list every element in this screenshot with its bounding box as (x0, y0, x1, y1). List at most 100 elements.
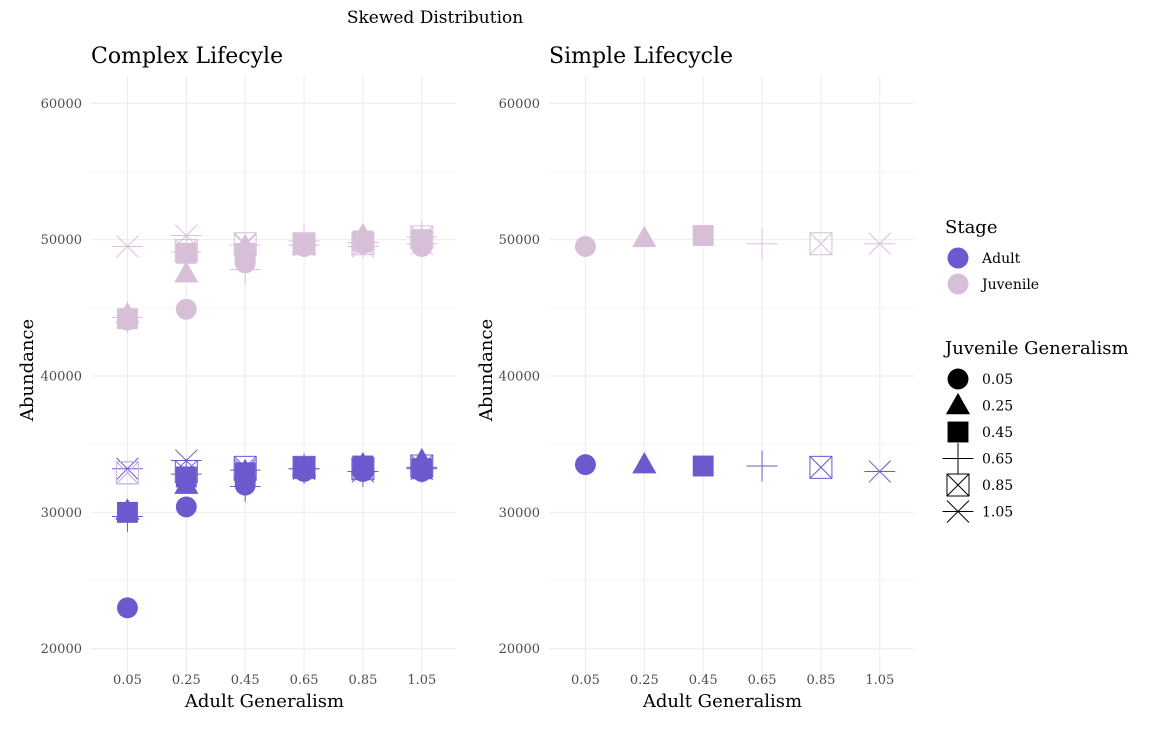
y-axis-label: Abundance (17, 319, 38, 422)
panel-title: Simple Lifecycle (549, 44, 733, 69)
data-point (347, 460, 379, 483)
y-tick-label: 30000 (499, 506, 540, 521)
panel-complex-lifecycle: Complex Lifecyle 20000 30000 40000 50000 6000… (17, 44, 456, 712)
y-tick-label: 30000 (41, 506, 82, 521)
data-point (406, 232, 438, 256)
x-tick-label: 0.05 (113, 673, 142, 688)
data-point (170, 458, 202, 490)
y-tick-label: 20000 (41, 642, 82, 657)
data-point (292, 232, 316, 256)
data-point (234, 242, 256, 264)
data-point (170, 236, 202, 268)
y-axis-label: Abundance (476, 319, 497, 422)
data-point (864, 460, 896, 483)
data-point (233, 232, 257, 256)
legend-label: Adult (981, 251, 1021, 267)
series-adult (112, 447, 438, 619)
legend-label: 0.65 (982, 452, 1013, 468)
data-point (115, 461, 139, 485)
legend-key-adult (947, 247, 969, 269)
data-point (288, 233, 320, 257)
data-point (347, 226, 379, 258)
x-tick-label: 0.05 (571, 673, 600, 688)
data-point (175, 298, 197, 320)
x-tick-label: 0.85 (348, 673, 377, 688)
data-point (692, 225, 714, 246)
series-juvenile (112, 221, 438, 485)
x-tick-label: 0.65 (290, 673, 319, 688)
legend-shape-title: Juvenile Generalism (943, 338, 1129, 359)
series-juvenile (574, 225, 896, 260)
y-tick-label: 20000 (499, 642, 540, 657)
data-point (112, 501, 143, 532)
data-point (112, 235, 143, 258)
legend-label: 0.05 (982, 372, 1013, 388)
grid (91, 76, 456, 676)
x-tick-label: 0.85 (806, 673, 835, 688)
data-point (632, 451, 657, 474)
x-tick-label: 0.65 (748, 673, 777, 688)
legend-key-shape (942, 500, 974, 523)
legend-key-shape (945, 392, 971, 415)
x-tick-label: 0.25 (630, 673, 659, 688)
data-point (347, 235, 379, 258)
data-point (692, 455, 714, 477)
series-adult (574, 450, 896, 483)
legend-label: Juvenile (980, 277, 1039, 293)
data-point (410, 454, 434, 478)
y-tick-label: 40000 (499, 370, 540, 385)
data-point (229, 233, 261, 257)
data-point (746, 450, 778, 482)
y-tick-label: 60000 (41, 97, 82, 112)
data-point (351, 232, 375, 256)
data-point (288, 457, 320, 481)
legend-key-shape (946, 473, 970, 497)
data-point (809, 455, 833, 479)
grid (549, 76, 914, 676)
y-tick-label: 40000 (41, 370, 82, 385)
legend-label: 1.05 (982, 505, 1013, 521)
x-axis-label: Adult Generalism (642, 691, 802, 712)
data-point (410, 225, 434, 249)
y-tick-label: 50000 (499, 233, 540, 248)
data-point (112, 301, 143, 333)
x-tick-label: 1.05 (865, 673, 894, 688)
data-point (229, 471, 261, 502)
x-tick-label: 1.05 (407, 673, 436, 688)
data-point (574, 236, 596, 257)
data-point (574, 454, 596, 476)
figure-title: Skewed Distribution (347, 8, 523, 28)
data-point (229, 254, 261, 286)
data-point (233, 455, 257, 479)
data-point (406, 451, 438, 483)
data-point (632, 225, 657, 248)
legend: Stage Juvenile Generalism Adult Juvenile 0… (942, 217, 1129, 523)
y-tick-label: 50000 (41, 233, 82, 248)
data-point (229, 458, 261, 482)
data-point (288, 225, 320, 257)
data-point (292, 455, 316, 479)
panel-simple-lifecycle: Simple Lifecycle 20000 30000 40000 50000 6000… (476, 44, 914, 712)
x-tick-label: 0.45 (231, 673, 260, 688)
x-tick-label: 0.45 (689, 673, 718, 688)
data-point (406, 457, 438, 481)
data-point (174, 261, 199, 283)
legend-key-shape (947, 368, 969, 390)
x-axis-label: Adult Generalism (184, 691, 344, 712)
data-point (746, 228, 778, 260)
data-point (170, 224, 202, 247)
legend-label: 0.85 (982, 478, 1013, 494)
legend-key-juvenile (947, 273, 969, 295)
legend-label: 0.25 (982, 399, 1013, 415)
legend-key-shape (947, 421, 969, 443)
data-point (175, 496, 197, 518)
data-point (809, 232, 833, 256)
panel-title: Complex Lifecyle (91, 44, 283, 69)
data-point (864, 232, 896, 256)
data-point (116, 597, 138, 619)
data-point (170, 449, 202, 472)
legend-label: 0.45 (982, 425, 1013, 441)
legend-key-shape (942, 443, 974, 474)
y-tick-label: 60000 (499, 97, 540, 112)
